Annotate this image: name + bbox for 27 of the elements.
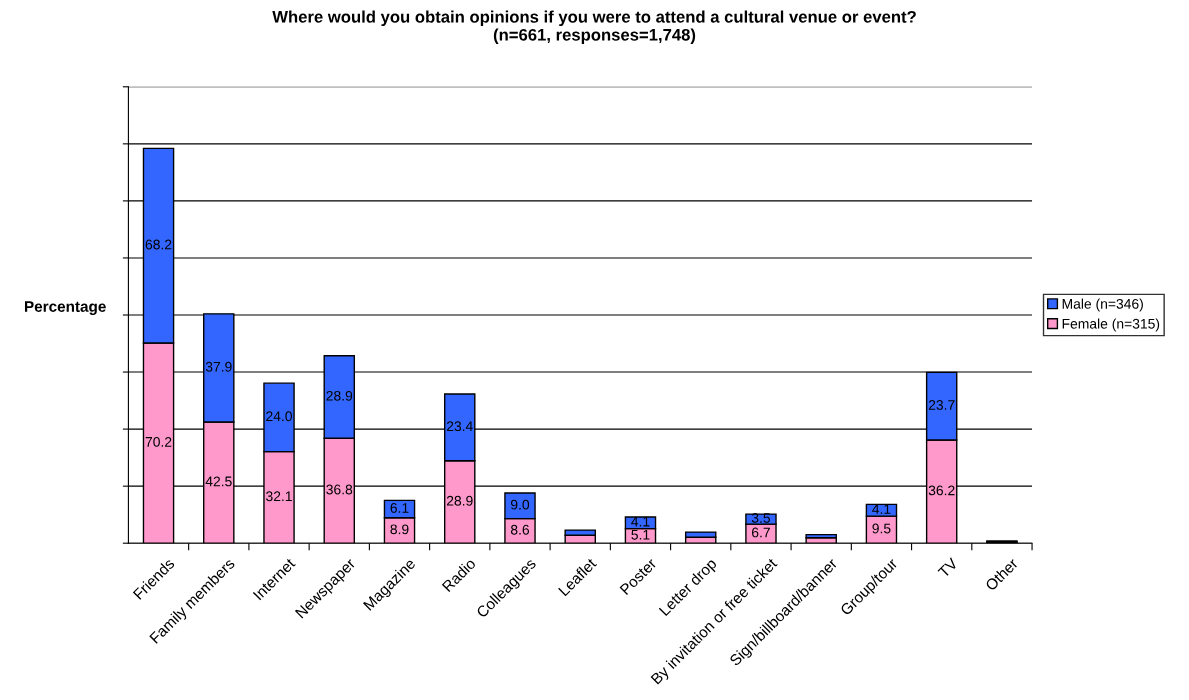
data-label: 6.7 bbox=[752, 527, 770, 538]
data-label: 9.5 bbox=[872, 523, 891, 534]
data-label: 32.1 bbox=[266, 491, 292, 502]
data-label: 6.1 bbox=[390, 503, 409, 513]
data-label: 42.5 bbox=[205, 476, 232, 487]
data-label: 28.9 bbox=[326, 390, 353, 401]
y-axis-title: Percentage bbox=[25, 301, 106, 315]
data-label: 8.6 bbox=[510, 524, 530, 535]
data-label: 68.2 bbox=[145, 239, 172, 250]
data-label: 9.0 bbox=[510, 499, 530, 510]
data-label: 37.9 bbox=[205, 361, 232, 372]
legend-label: Male (n=346) bbox=[1062, 298, 1143, 312]
data-label: 70.2 bbox=[145, 436, 172, 447]
data-label: 23.4 bbox=[446, 421, 473, 432]
data-label: 8.9 bbox=[390, 524, 409, 535]
data-label: 28.9 bbox=[446, 495, 473, 506]
data-label: 24.0 bbox=[266, 411, 292, 422]
data-label: 36.2 bbox=[928, 485, 955, 496]
chart-title: Where would you obtain opinions if you were to attend a cultural venue or event? (n=661, responses=1,748) bbox=[272, 10, 916, 44]
legend-label: Female (n=315) bbox=[1062, 318, 1160, 332]
data-label: 5.1 bbox=[631, 529, 650, 540]
data-label: 3.5 bbox=[751, 512, 771, 523]
data-label: 23.7 bbox=[928, 400, 955, 410]
x-tick-label: TV bbox=[937, 557, 959, 579]
data-label: 36.8 bbox=[326, 484, 353, 495]
bar bbox=[805, 533, 837, 539]
data-label: 4.1 bbox=[631, 516, 650, 527]
